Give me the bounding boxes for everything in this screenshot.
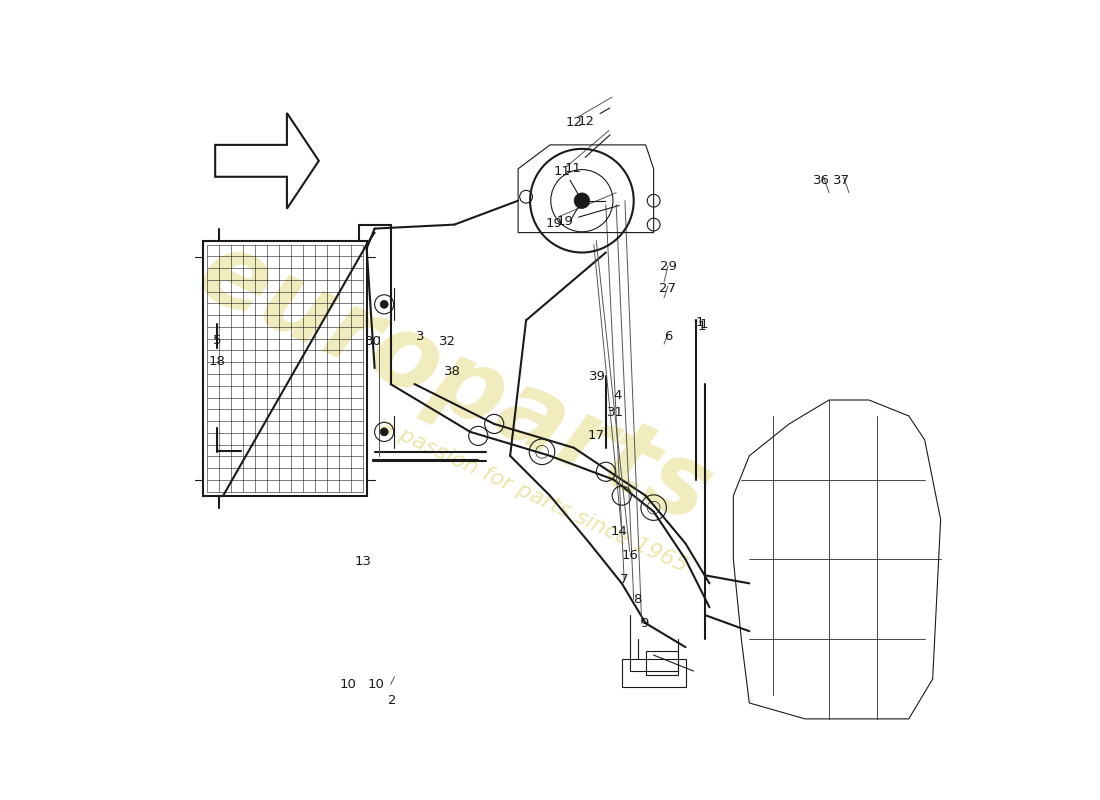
Text: 14: 14: [610, 525, 628, 538]
Text: 1: 1: [695, 316, 704, 329]
Text: 13: 13: [354, 554, 371, 567]
Text: 30: 30: [364, 335, 382, 348]
Text: 31: 31: [607, 406, 624, 419]
Text: 37: 37: [833, 174, 849, 187]
Bar: [621, 659, 685, 687]
Text: 3: 3: [416, 330, 425, 342]
Text: 17: 17: [587, 429, 605, 442]
Text: 10: 10: [367, 678, 385, 691]
Circle shape: [381, 428, 388, 436]
Text: 5: 5: [212, 334, 221, 346]
Text: 19: 19: [557, 206, 619, 228]
Text: 10: 10: [340, 678, 356, 691]
Text: 29: 29: [660, 259, 676, 273]
Text: 39: 39: [590, 370, 606, 382]
Text: 36: 36: [813, 174, 829, 187]
Text: 32: 32: [440, 335, 456, 348]
Text: 11: 11: [564, 134, 611, 175]
Text: 4: 4: [614, 389, 622, 402]
Text: 27: 27: [660, 282, 676, 295]
Text: 1: 1: [697, 320, 706, 333]
Text: 38: 38: [444, 365, 461, 378]
Circle shape: [381, 300, 388, 308]
Text: 7: 7: [620, 573, 628, 586]
Text: 19: 19: [546, 217, 562, 230]
Text: 16: 16: [621, 549, 638, 562]
Text: 2: 2: [388, 694, 396, 707]
Text: 18: 18: [208, 355, 226, 368]
Text: europarts: europarts: [184, 223, 725, 545]
Text: 1: 1: [700, 318, 708, 330]
Circle shape: [574, 193, 590, 209]
Text: 11: 11: [553, 166, 571, 178]
Text: 12: 12: [565, 116, 582, 129]
Text: 8: 8: [634, 593, 642, 606]
Text: 9: 9: [640, 617, 648, 630]
Bar: [646, 651, 678, 675]
Text: 6: 6: [663, 330, 672, 342]
Text: 12: 12: [578, 108, 609, 128]
Text: a passion for parts since 1965: a passion for parts since 1965: [377, 415, 691, 576]
